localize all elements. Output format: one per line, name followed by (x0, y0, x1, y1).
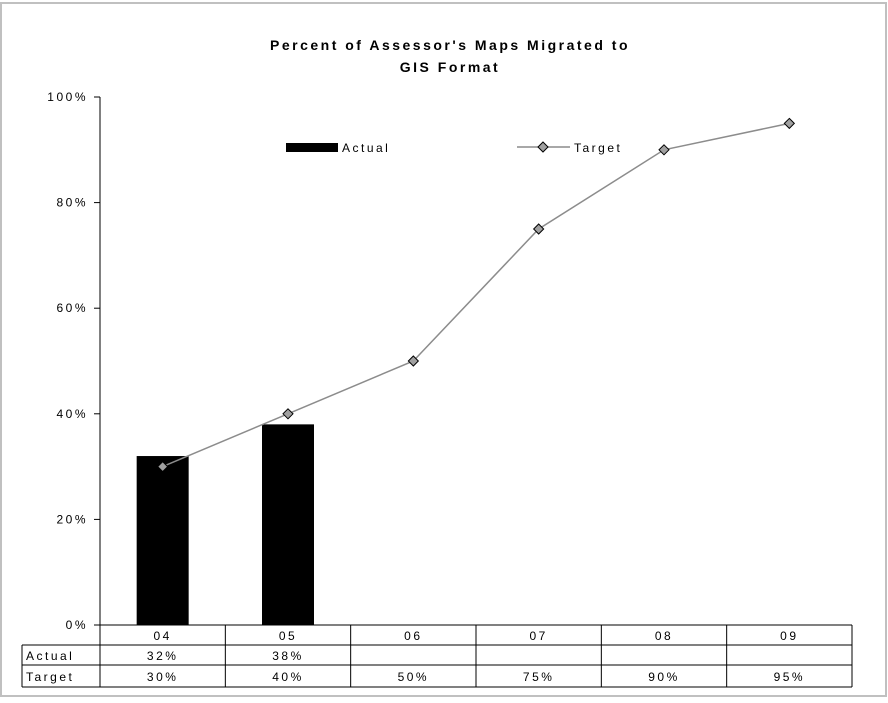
table-row-header-target: Target (26, 670, 74, 684)
y-tick-label: 80% (56, 196, 88, 210)
y-tick-label: 40% (56, 407, 88, 421)
table-cell-target: 30% (147, 670, 179, 684)
category-label: 09 (780, 629, 798, 643)
y-tick-label: 0% (66, 618, 88, 632)
y-tick-label: 20% (56, 512, 88, 526)
marker-target-04 (156, 460, 169, 473)
marker-target-06 (407, 355, 420, 367)
marker-target-07 (532, 223, 545, 235)
category-label: 08 (655, 629, 673, 643)
y-tick-label: 60% (56, 301, 88, 315)
category-label: 04 (153, 629, 171, 643)
table-cell-target: 95% (774, 670, 806, 684)
table-cell-actual: 38% (272, 649, 304, 663)
chart-title-line2: GIS Format (400, 59, 500, 75)
category-label: 07 (529, 629, 547, 643)
table-cell-target: 75% (523, 670, 555, 684)
bar-actual-05 (262, 424, 314, 625)
legend-label-target: Target (574, 141, 622, 155)
marker-target-08 (658, 144, 670, 156)
table-row-header-actual: Actual (26, 649, 74, 663)
table-cell-target: 50% (398, 670, 430, 684)
legend-swatch-actual (286, 143, 338, 152)
marker-target-09 (783, 117, 796, 130)
bar-actual-04 (136, 456, 189, 625)
plot-area: 0% 20% 40% 60% 80% 100% Actual Target 04 05 06 07 08… (21, 90, 853, 688)
table-cell-actual: 32% (147, 649, 179, 663)
series-line-target (162, 122, 790, 468)
table-cell-target: 90% (648, 670, 680, 684)
y-tick-label: 100% (47, 90, 88, 104)
chart-title-line1: Percent of Assessor's Maps Migrated to (270, 37, 630, 53)
category-label: 06 (404, 629, 422, 643)
marker-target-05 (282, 408, 294, 420)
legend-marker-target (537, 141, 549, 153)
legend-label-actual: Actual (342, 141, 390, 155)
category-label: 05 (279, 629, 297, 643)
table-cell-target: 40% (272, 670, 304, 684)
